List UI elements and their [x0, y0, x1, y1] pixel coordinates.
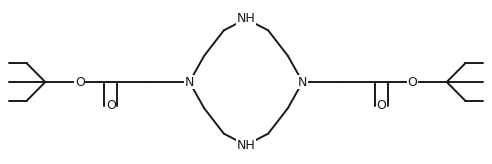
Text: N: N: [298, 75, 308, 89]
Text: O: O: [376, 99, 386, 112]
Text: O: O: [407, 75, 417, 89]
Text: O: O: [106, 99, 116, 112]
Text: NH: NH: [237, 12, 255, 25]
Text: NH: NH: [237, 139, 255, 152]
Text: N: N: [184, 75, 194, 89]
Text: O: O: [75, 75, 85, 89]
